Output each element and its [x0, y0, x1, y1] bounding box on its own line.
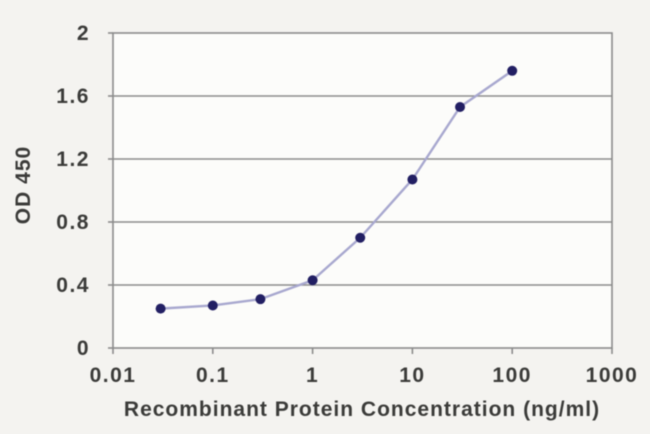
data-point-marker	[255, 294, 266, 305]
data-point-marker	[455, 102, 466, 113]
x-tick-label: 1	[306, 364, 319, 387]
x-tick-label: 0.01	[90, 364, 137, 387]
y-tick-label: 0.8	[56, 211, 90, 234]
plot-background	[112, 32, 613, 349]
y-tick-label: 1.6	[56, 85, 90, 108]
data-point-marker	[355, 232, 366, 243]
x-axis-title: Recombinant Protein Concentration (ng/ml…	[123, 398, 601, 421]
data-point-marker	[507, 65, 518, 76]
data-point-marker	[155, 303, 166, 314]
x-tick-label: 1000	[586, 364, 639, 387]
data-point-marker	[407, 174, 418, 185]
y-tick-label: 0	[77, 337, 90, 360]
data-point-marker	[307, 275, 318, 286]
x-tick-label: 0.1	[196, 364, 230, 387]
y-tick-label: 1.2	[56, 148, 90, 171]
y-axis-title: OD 450	[12, 145, 35, 225]
series-line	[159, 69, 514, 310]
data-point-marker	[207, 300, 218, 311]
y-tick-label: 2	[77, 22, 90, 45]
y-tick-label: 0.4	[56, 274, 90, 297]
x-tick-label: 100	[492, 364, 532, 387]
x-tick-label: 10	[399, 364, 425, 387]
